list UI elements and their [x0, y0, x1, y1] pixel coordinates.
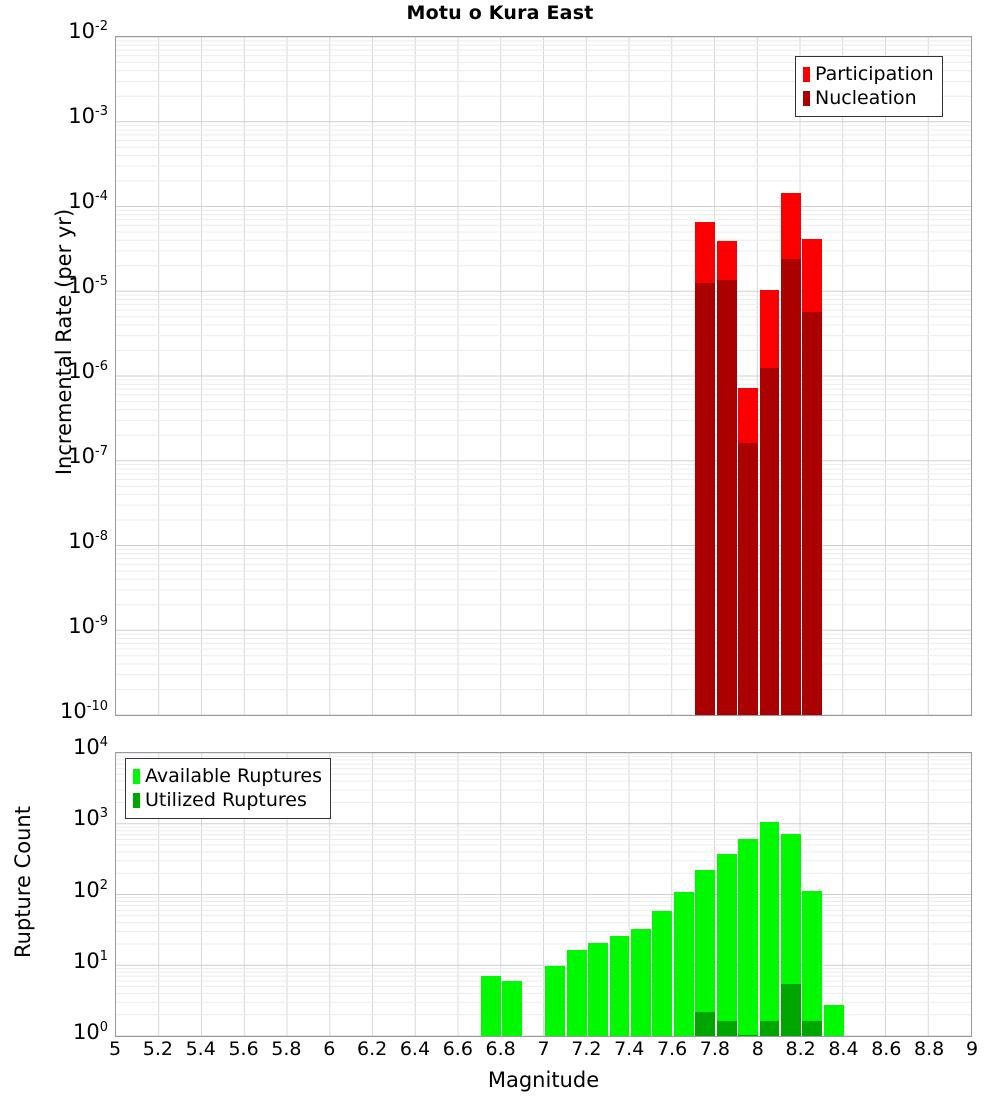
bars-rupture-count	[116, 753, 971, 1036]
legend-label: Available Ruptures	[145, 764, 322, 787]
bar	[652, 911, 673, 1036]
x-axis-tick-label: 6	[323, 1038, 336, 1060]
y-axis-tick-label: 102	[72, 877, 108, 902]
legend-label: Utilized Ruptures	[145, 788, 307, 811]
bar	[588, 943, 608, 1036]
bar-segment	[802, 1021, 823, 1036]
bars-incremental-rate	[116, 37, 971, 715]
y-axis-label-top: Incremental Rate (per yr)	[52, 208, 76, 476]
bar	[502, 980, 523, 1036]
legend-rupture-count: Available Ruptures Utilized Ruptures	[125, 758, 331, 819]
bar	[481, 975, 501, 1036]
x-axis-tick-label: 5.2	[142, 1038, 173, 1060]
legend-label: Participation	[815, 62, 934, 85]
bar	[738, 388, 758, 715]
x-axis-tick-label: 7.8	[699, 1038, 730, 1060]
bar	[802, 890, 823, 1036]
legend-item[interactable]: Participation	[803, 62, 934, 86]
x-axis-tick-label: 8	[751, 1038, 764, 1060]
x-axis-tick-label: 8.8	[914, 1038, 945, 1060]
x-axis-tick-label: 6.8	[485, 1038, 516, 1060]
bar	[545, 966, 566, 1036]
bar-segment	[802, 312, 823, 715]
bar	[631, 928, 651, 1036]
legend-incremental-rate: Participation Nucleation	[795, 56, 943, 117]
bar	[780, 834, 801, 1036]
y-axis-tick-label: 10-8	[68, 529, 108, 553]
grid-top	[116, 37, 971, 715]
bar-segment	[716, 1021, 737, 1036]
x-axis-tick-label: 7.6	[656, 1038, 688, 1060]
y-axis-tick-label: 104	[72, 735, 108, 759]
bar-segment	[738, 1034, 758, 1036]
bar	[823, 1005, 844, 1036]
x-axis-tick-label: 6.6	[442, 1038, 473, 1060]
y-axis-tick-label: 10-5	[68, 274, 108, 298]
x-axis-tick-label: 8.4	[828, 1038, 859, 1060]
bar	[780, 192, 801, 715]
legend-item[interactable]: Available Ruptures	[133, 764, 322, 788]
bar	[695, 222, 716, 715]
bar	[716, 854, 737, 1036]
y-axis-tick-label: 10-9	[68, 614, 108, 638]
bar-segment	[780, 984, 801, 1036]
legend-swatch-participation	[803, 66, 810, 82]
bar	[759, 290, 780, 715]
x-axis-tick-label: 7	[537, 1038, 550, 1060]
bar	[695, 869, 716, 1036]
x-axis-tick-label: 5.6	[228, 1038, 259, 1060]
legend-label: Nucleation	[815, 86, 917, 109]
legend-swatch-available-ruptures	[133, 768, 140, 784]
bar-segment	[738, 442, 758, 715]
y-axis-label-bottom: Rupture Count	[11, 806, 35, 958]
x-axis-tick-label: 5	[108, 1038, 122, 1060]
legend-swatch-nucleation	[803, 90, 810, 106]
x-axis-tick-label: 6.4	[399, 1038, 431, 1060]
x-axis-tick-label: 5.4	[185, 1038, 216, 1060]
x-axis-label: Magnitude	[487, 1068, 600, 1092]
legend-swatch-utilized-ruptures	[133, 792, 140, 808]
y-axis-tick-label: 10-6	[68, 359, 108, 383]
x-axis-tick-label: 8.6	[871, 1038, 902, 1060]
bar-segment	[716, 280, 737, 715]
bar-segment	[695, 1011, 716, 1036]
bar	[566, 950, 587, 1036]
bar	[716, 240, 737, 715]
y-axis-tick-label: 10-4	[68, 189, 108, 213]
y-axis-tick-label: 100	[72, 1020, 108, 1044]
y-axis-tick-label: 10-7	[68, 444, 108, 468]
bar	[802, 238, 823, 715]
bar-segment	[695, 283, 716, 715]
bar-segment	[780, 259, 801, 715]
page-title: Motu o Kura East	[406, 2, 594, 24]
bar-segment	[759, 1021, 780, 1036]
y-axis-tick-label: 10-2	[68, 19, 108, 43]
y-axis-tick-label: 10-3	[68, 104, 108, 128]
incremental-rate-plot	[115, 36, 972, 716]
y-axis-tick-label: 103	[72, 806, 108, 831]
bar-segment	[759, 368, 780, 715]
x-axis-tick-label: 7.2	[571, 1038, 602, 1060]
x-axis-tick-label: 6.2	[356, 1038, 388, 1060]
bar	[759, 822, 780, 1036]
bar	[738, 839, 758, 1036]
x-axis-tick-label: 9	[965, 1038, 979, 1060]
legend-item[interactable]: Nucleation	[803, 86, 934, 110]
y-axis-tick-label: 101	[72, 948, 108, 973]
bar	[609, 936, 630, 1036]
legend-item[interactable]: Utilized Ruptures	[133, 788, 322, 812]
x-axis-tick-label: 8.2	[785, 1038, 816, 1060]
bar	[673, 892, 694, 1036]
x-axis-tick-label: 7.4	[614, 1038, 645, 1060]
y-axis-tick-label: 10-10	[60, 699, 108, 723]
x-axis-tick-label: 5.8	[271, 1038, 302, 1060]
